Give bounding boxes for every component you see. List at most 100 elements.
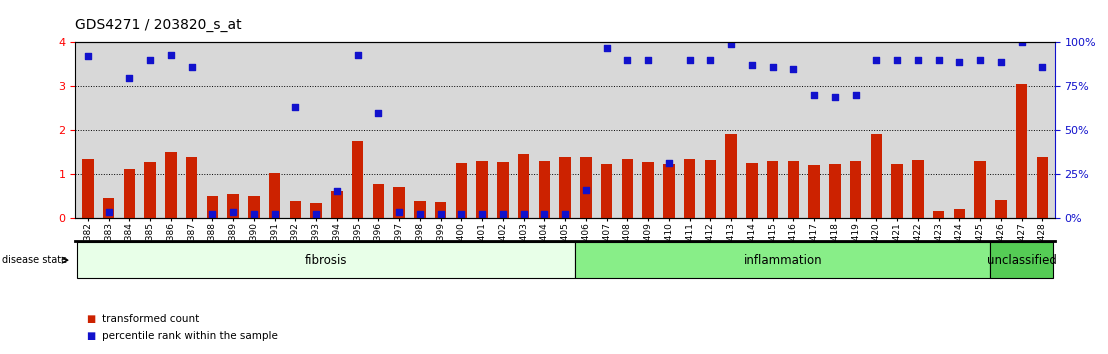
Bar (954, 209, 965, 218)
Point (266, 211, 284, 217)
Point (639, 57, 657, 63)
Point (577, 187, 595, 193)
Bar (517, 154, 530, 218)
Bar (144, 162, 156, 218)
Bar (103, 198, 114, 218)
Point (204, 211, 222, 217)
Point (183, 64, 201, 70)
Text: disease state: disease state (2, 255, 68, 265)
Point (722, 41, 740, 47)
Bar (124, 169, 135, 218)
Bar (622, 159, 633, 218)
Bar (933, 211, 944, 218)
Bar (746, 163, 758, 218)
Point (121, 75, 138, 80)
Bar (829, 164, 841, 218)
Point (369, 110, 387, 115)
Point (889, 57, 906, 63)
Bar (726, 133, 737, 218)
Bar (393, 187, 404, 218)
Text: unclassified: unclassified (987, 254, 1057, 267)
Bar (289, 201, 301, 218)
Point (868, 57, 885, 63)
Bar (206, 196, 218, 218)
Text: ■: ■ (86, 314, 95, 324)
Bar (82, 159, 93, 218)
Point (494, 211, 512, 217)
Point (245, 211, 263, 217)
Bar (663, 164, 675, 218)
Bar (1016, 84, 1027, 218)
Point (992, 59, 1009, 64)
Bar (165, 152, 176, 218)
Point (224, 210, 242, 215)
Bar (186, 157, 197, 218)
Bar (871, 133, 882, 218)
Point (909, 57, 926, 63)
Bar (248, 196, 259, 218)
Point (328, 189, 346, 194)
Bar (227, 194, 238, 218)
Bar (974, 161, 986, 218)
Point (701, 57, 719, 63)
Point (556, 211, 574, 217)
Bar (414, 201, 425, 218)
Bar (995, 200, 1006, 218)
Bar (705, 160, 716, 218)
Text: percentile rank within the sample: percentile rank within the sample (102, 331, 278, 341)
Point (79, 54, 96, 59)
Point (411, 211, 429, 217)
Point (660, 161, 678, 166)
Point (847, 92, 864, 98)
Point (763, 64, 781, 70)
Text: fibrosis: fibrosis (305, 254, 348, 267)
Point (1034, 64, 1051, 70)
Bar (497, 162, 509, 218)
Bar (434, 202, 447, 218)
Point (680, 57, 698, 63)
Bar (601, 164, 613, 218)
Text: transformed count: transformed count (102, 314, 199, 324)
Point (349, 52, 367, 58)
Bar (372, 183, 384, 218)
Bar (767, 161, 778, 218)
Point (390, 210, 408, 215)
Bar (581, 157, 592, 218)
Point (784, 66, 802, 72)
Bar (352, 141, 363, 218)
Point (930, 57, 947, 63)
Point (162, 52, 179, 58)
Point (951, 59, 968, 64)
Bar (912, 160, 924, 218)
Point (825, 94, 843, 99)
Point (141, 57, 158, 63)
Bar (892, 164, 903, 218)
Bar (538, 161, 550, 218)
Bar (269, 173, 280, 218)
Bar (684, 159, 696, 218)
Bar (455, 163, 468, 218)
Point (515, 211, 533, 217)
Bar (560, 157, 571, 218)
Point (806, 92, 823, 98)
Point (287, 104, 305, 110)
Point (618, 57, 636, 63)
Bar (1037, 157, 1048, 218)
Point (597, 45, 615, 51)
Point (473, 211, 491, 217)
Bar (788, 161, 799, 218)
Text: inflammation: inflammation (743, 254, 822, 267)
Bar (643, 162, 654, 218)
Point (972, 57, 989, 63)
Text: GDS4271 / 203820_s_at: GDS4271 / 203820_s_at (75, 18, 242, 32)
Text: ■: ■ (86, 331, 95, 341)
Bar (809, 165, 820, 218)
Bar (310, 203, 321, 218)
Bar (850, 161, 861, 218)
Point (100, 210, 117, 215)
Point (1013, 40, 1030, 45)
Point (743, 62, 761, 68)
Bar (331, 192, 342, 218)
Point (535, 211, 553, 217)
Point (432, 211, 450, 217)
